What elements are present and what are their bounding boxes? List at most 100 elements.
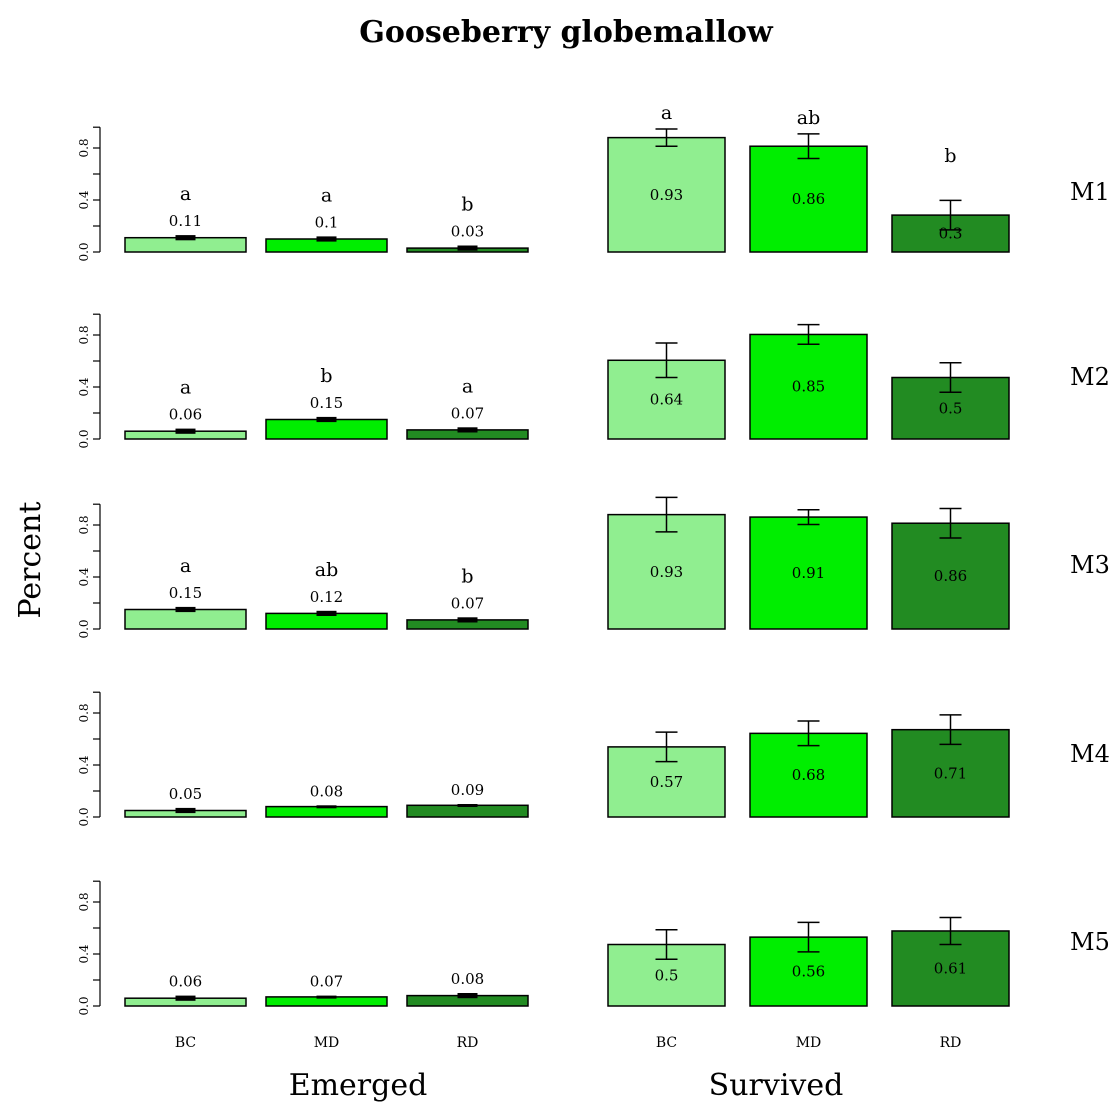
y-axis-title: Percent <box>13 502 48 619</box>
data-label-bc: 0.11 <box>169 212 202 230</box>
category-label-rd: RD <box>457 1035 479 1051</box>
data-label-rd: 0.07 <box>451 404 484 422</box>
data-label-bc: 0.64 <box>650 391 683 409</box>
bar-md <box>749 732 868 818</box>
y-tick-label: 0.8 <box>77 892 91 911</box>
y-tick-label: 0.8 <box>77 325 91 344</box>
data-label-rd: 0.09 <box>451 781 484 799</box>
data-label-bc: 0.06 <box>169 973 202 991</box>
data-label-md: 0.86 <box>792 190 825 208</box>
error-bar-md <box>316 610 337 616</box>
error-bar-bc <box>175 995 196 1001</box>
significance-letter-md: ab <box>797 107 821 129</box>
error-bar-md <box>316 236 337 242</box>
data-label-bc: 0.93 <box>650 563 683 581</box>
panel-m4-emerged: 0.0 0.4 0.8 0.05 0.08 0.09 <box>77 691 529 827</box>
category-label-md: MD <box>314 1035 340 1051</box>
y-tick-label: 0.8 <box>77 703 91 722</box>
error-bar-rd <box>457 427 478 433</box>
bar-bc <box>607 136 726 253</box>
error-bar-bc <box>175 428 196 434</box>
y-tick-label: 0.4 <box>77 377 91 396</box>
y-tick-label: 0.0 <box>77 807 91 826</box>
significance-letter-rd: b <box>461 194 473 216</box>
data-label-bc: 0.05 <box>169 785 202 803</box>
panel-m3-survived: 0.93 0.91 0.86 <box>607 496 1010 630</box>
error-bar-bc <box>175 807 196 814</box>
bar-md <box>265 418 388 440</box>
data-label-bc: 0.57 <box>650 773 683 791</box>
category-label-bc: BC <box>656 1035 677 1051</box>
y-tick-label: 0.4 <box>77 567 91 586</box>
data-label-md: 0.08 <box>310 782 343 800</box>
significance-letter-rd: a <box>462 375 473 397</box>
column-title-emerged: Emerged <box>289 1068 428 1103</box>
bar-bc <box>607 513 726 630</box>
significance-letter-bc: a <box>180 183 191 205</box>
row-label-m1: M1 <box>1070 178 1110 206</box>
bar-md <box>749 145 868 253</box>
chart-title: Gooseberry globemallow <box>359 15 774 50</box>
bar-rd <box>891 522 1010 630</box>
error-bar-rd <box>457 617 478 623</box>
row-label-m5: M5 <box>1070 928 1110 956</box>
error-bar-rd <box>457 804 478 807</box>
panel-m2-emerged: 0.0 0.4 0.8 0.06 a 0.15 b 0.07 a <box>77 313 529 449</box>
y-tick-label: 0.4 <box>77 190 91 209</box>
data-label-md: 0.15 <box>310 394 343 412</box>
y-tick-label: 0.8 <box>77 515 91 534</box>
data-label-bc: 0.06 <box>169 406 202 424</box>
y-tick-label: 0.0 <box>77 429 91 448</box>
data-label-rd: 0.61 <box>934 959 967 977</box>
data-label-rd: 0.3 <box>939 225 963 243</box>
y-tick-label: 0.4 <box>77 755 91 774</box>
error-bar-rd <box>457 993 478 999</box>
significance-letter-bc: a <box>661 102 672 124</box>
data-label-rd: 0.08 <box>451 970 484 988</box>
significance-letter-md: b <box>320 365 332 387</box>
panel-m3-emerged: 0.0 0.4 0.8 0.15 a 0.12 ab 0.07 b <box>77 503 529 639</box>
significance-letter-md: a <box>321 184 332 206</box>
bar-rd <box>406 804 529 818</box>
data-label-md: 0.85 <box>792 378 825 396</box>
significance-letter-md: ab <box>315 559 339 581</box>
significance-letter-rd: b <box>461 565 473 587</box>
row-label-m4: M4 <box>1070 740 1110 768</box>
error-bar-md <box>316 995 337 999</box>
significance-letter-bc: a <box>180 377 191 399</box>
y-tick-label: 0.0 <box>77 242 91 261</box>
data-label-md: 0.68 <box>792 766 825 784</box>
error-bar-bc <box>175 235 196 241</box>
category-label-md: MD <box>796 1035 822 1051</box>
data-label-md: 0.56 <box>792 963 825 981</box>
data-label-rd: 0.07 <box>451 594 484 612</box>
data-label-md: 0.91 <box>792 564 825 582</box>
bar-md <box>749 333 868 440</box>
category-label-bc: BC <box>175 1035 196 1051</box>
significance-letter-bc: a <box>180 555 191 577</box>
y-tick-label: 0.0 <box>77 619 91 638</box>
data-label-rd: 0.5 <box>939 399 963 417</box>
data-label-md: 0.07 <box>310 973 343 991</box>
bar-bc <box>124 608 247 630</box>
data-label-rd: 0.86 <box>934 567 967 585</box>
column-title-survived: Survived <box>709 1068 844 1103</box>
data-label-bc: 0.93 <box>650 186 683 204</box>
y-tick-label: 0.0 <box>77 996 91 1015</box>
data-label-bc: 0.5 <box>655 966 679 984</box>
y-tick-label: 0.8 <box>77 138 91 157</box>
error-bar-md <box>316 416 337 423</box>
data-label-md: 0.1 <box>315 213 339 231</box>
y-tick-label: 0.4 <box>77 944 91 963</box>
error-bar-bc <box>175 606 196 613</box>
panel-m4-survived: 0.57 0.68 0.71 <box>607 714 1010 818</box>
panel-m5-emerged: 0.0 0.4 0.8 0.06 BC 0.07 MD 0.08 RD <box>77 880 529 1051</box>
data-label-rd: 0.71 <box>934 764 967 782</box>
row-label-m2: M2 <box>1070 363 1110 391</box>
significance-letter-rd: b <box>944 145 956 167</box>
category-label-rd: RD <box>940 1035 962 1051</box>
data-label-rd: 0.03 <box>451 223 484 241</box>
error-bar-md <box>316 805 337 809</box>
